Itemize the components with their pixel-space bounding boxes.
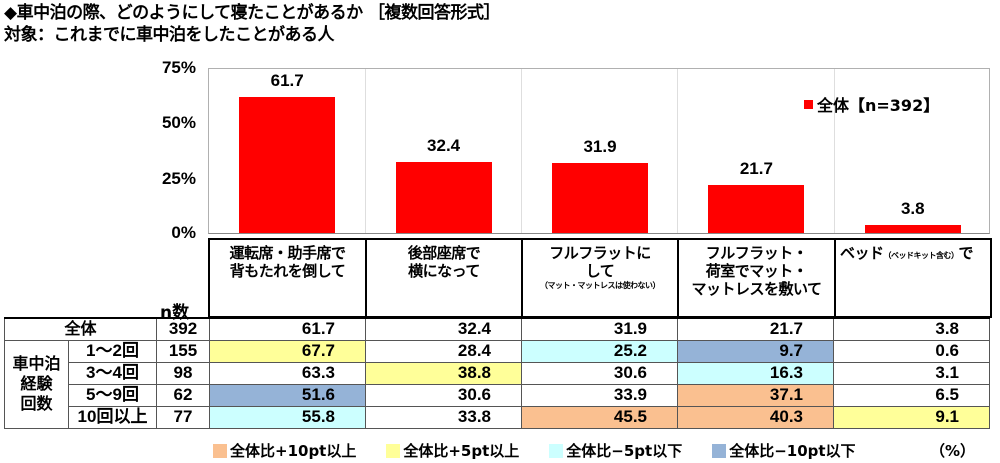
bar — [552, 162, 648, 233]
legend-swatch — [386, 443, 401, 458]
bar-value-label: 31.9 — [583, 136, 617, 156]
row-label: 1～2回 — [68, 339, 157, 363]
table-cell: 32.4 — [365, 317, 522, 341]
n-count: 155 — [156, 339, 210, 363]
table-cell: 28.4 — [365, 339, 522, 363]
table-cell: 45.5 — [521, 405, 678, 429]
row-label: 全体 — [4, 317, 157, 341]
legend-swatch — [804, 99, 813, 109]
n-count: 62 — [156, 383, 210, 407]
table-cell: 33.9 — [521, 383, 678, 407]
table-cell: 16.3 — [677, 361, 834, 385]
table-cell: 51.6 — [209, 383, 366, 407]
grid-line — [677, 69, 678, 233]
y-tick-0: 0% — [171, 223, 196, 242]
unit-label: （%） — [930, 442, 976, 460]
group-label: 車中泊 経験 回数 — [4, 339, 69, 429]
table-cell: 6.5 — [833, 383, 990, 407]
row-label: 10回以上 — [68, 405, 157, 429]
bar — [395, 161, 492, 233]
table-cell: 30.6 — [365, 383, 522, 407]
grid-line — [834, 69, 835, 233]
n-count: 77 — [156, 405, 210, 429]
table-row: 10回以上 77 55.8 33.8 45.5 40.3 9.1 — [5, 405, 990, 429]
n-count: 392 — [156, 317, 210, 341]
legend-label: 全体比+10pt以上 — [230, 442, 357, 460]
legend-label: 全体【n=392】 — [817, 96, 940, 115]
category-label-line: で — [958, 244, 974, 262]
plot-area: 全体【n=392】 61.7 32.4 31.9 21.7 3.8 — [208, 68, 990, 234]
table-cell: 37.1 — [677, 383, 834, 407]
category-header-1: 運転席・助手席で 背もたれを倒して — [208, 238, 365, 318]
table-cell: 3.1 — [833, 361, 990, 385]
legend-swatch — [213, 443, 227, 458]
table-row: 3～4回 98 63.3 38.8 30.6 16.3 3.1 — [5, 361, 990, 385]
table-cell: 9.7 — [677, 339, 834, 363]
highlight-legend-item: 全体比−10pt以下 — [712, 440, 856, 461]
chart-title: ◆車中泊の際、どのようにして寝たことがあるか ［複数回答形式］ — [4, 3, 500, 23]
y-tick-50: 50% — [161, 113, 196, 132]
table-row: 5～9回 62 51.6 30.6 33.9 37.1 6.5 — [5, 383, 990, 407]
row-label: 5～9回 — [68, 383, 157, 407]
category-label-line: 荷室でマット・ — [705, 262, 808, 280]
category-label-line: フルフラット・ — [705, 244, 808, 262]
category-label-line: 背もたれを倒して — [229, 262, 346, 280]
table-cell: 38.8 — [365, 361, 522, 385]
table-cell: 25.2 — [521, 339, 678, 363]
category-label-line: 横になって — [408, 262, 480, 280]
legend-swatch — [549, 443, 564, 458]
table-cell: 67.7 — [209, 339, 366, 363]
table-cell: 0.6 — [833, 339, 990, 363]
bar — [708, 185, 805, 233]
bar-value-label: 21.7 — [739, 159, 773, 179]
row-label: 3～4回 — [68, 361, 157, 385]
table-cell: 63.3 — [209, 361, 366, 385]
category-label-line: ベッド — [840, 244, 884, 262]
category-label-line: フルフラットに — [549, 244, 651, 262]
table-cell: 61.7 — [209, 317, 366, 341]
grid-line — [365, 69, 366, 233]
grid-line — [521, 69, 522, 233]
bar — [864, 224, 961, 233]
legend-label: 全体比+5pt以上 — [403, 442, 520, 460]
highlight-legend-item: 全体比−5pt以下 — [549, 440, 682, 461]
table-cell: 9.1 — [833, 405, 990, 429]
table-cell: 33.8 — [365, 405, 522, 429]
table-cell: 21.7 — [677, 317, 834, 341]
category-note: （ベッドキット含む） — [883, 251, 960, 260]
table-cell: 31.9 — [521, 317, 678, 341]
category-header-4: フルフラット・ 荷室でマット・ マットレスを敷いて — [677, 238, 834, 318]
category-label-line: 運転席・助手席で — [229, 244, 346, 262]
table-cell: 30.6 — [521, 361, 678, 385]
table-cell: 3.8 — [833, 317, 990, 341]
bar-value-label: 32.4 — [427, 135, 461, 155]
table-cell: 55.8 — [209, 405, 366, 429]
y-tick-25: 25% — [161, 169, 196, 188]
highlight-legend-item: 全体比+10pt以上 — [213, 440, 356, 461]
legend-label: 全体比−5pt以下 — [566, 442, 683, 460]
category-note: （マット・マットレスは使わない） — [540, 281, 661, 290]
table-row-total: 全体 392 61.7 32.4 31.9 21.7 3.8 — [4, 317, 990, 341]
bar-value-label: 3.8 — [900, 198, 925, 218]
data-table: 全体 392 61.7 32.4 31.9 21.7 3.8 車中泊 経験 回数 1～2回 155 67… — [4, 317, 990, 429]
chart-subtitle: 対象：これまでに車中泊をしたことがある人 — [4, 25, 335, 45]
table-row: 車中泊 経験 回数 1～2回 155 67.7 28.4 25.2 9.7 0.6 — [4, 339, 990, 429]
category-label-line: して — [585, 262, 615, 280]
category-header-3: フルフラットに して （マット・マットレスは使わない） — [521, 238, 677, 318]
category-label-line: 後部座席で — [407, 244, 481, 262]
highlight-legend-item: 全体比+5pt以上 — [386, 440, 519, 461]
n-count: 98 — [156, 361, 210, 385]
legend-swatch — [712, 443, 727, 458]
highlight-legend: 全体比+10pt以上 全体比+5pt以上 全体比−5pt以下 全体比−10pt以下 — [213, 440, 886, 461]
category-header-2: 後部座席で 横になって — [365, 238, 521, 318]
category-header-5: ベッド（ベッドキット含む）で — [834, 238, 992, 318]
bar — [239, 97, 336, 233]
table-cell: 40.3 — [677, 405, 834, 429]
bar-value-label: 61.7 — [270, 71, 304, 91]
legend-label: 全体比−10pt以下 — [729, 442, 856, 460]
y-tick-75: 75% — [161, 58, 196, 77]
chart-legend: 全体【n=392】 — [804, 92, 939, 116]
category-label-line: マットレスを敷いて — [691, 280, 822, 298]
